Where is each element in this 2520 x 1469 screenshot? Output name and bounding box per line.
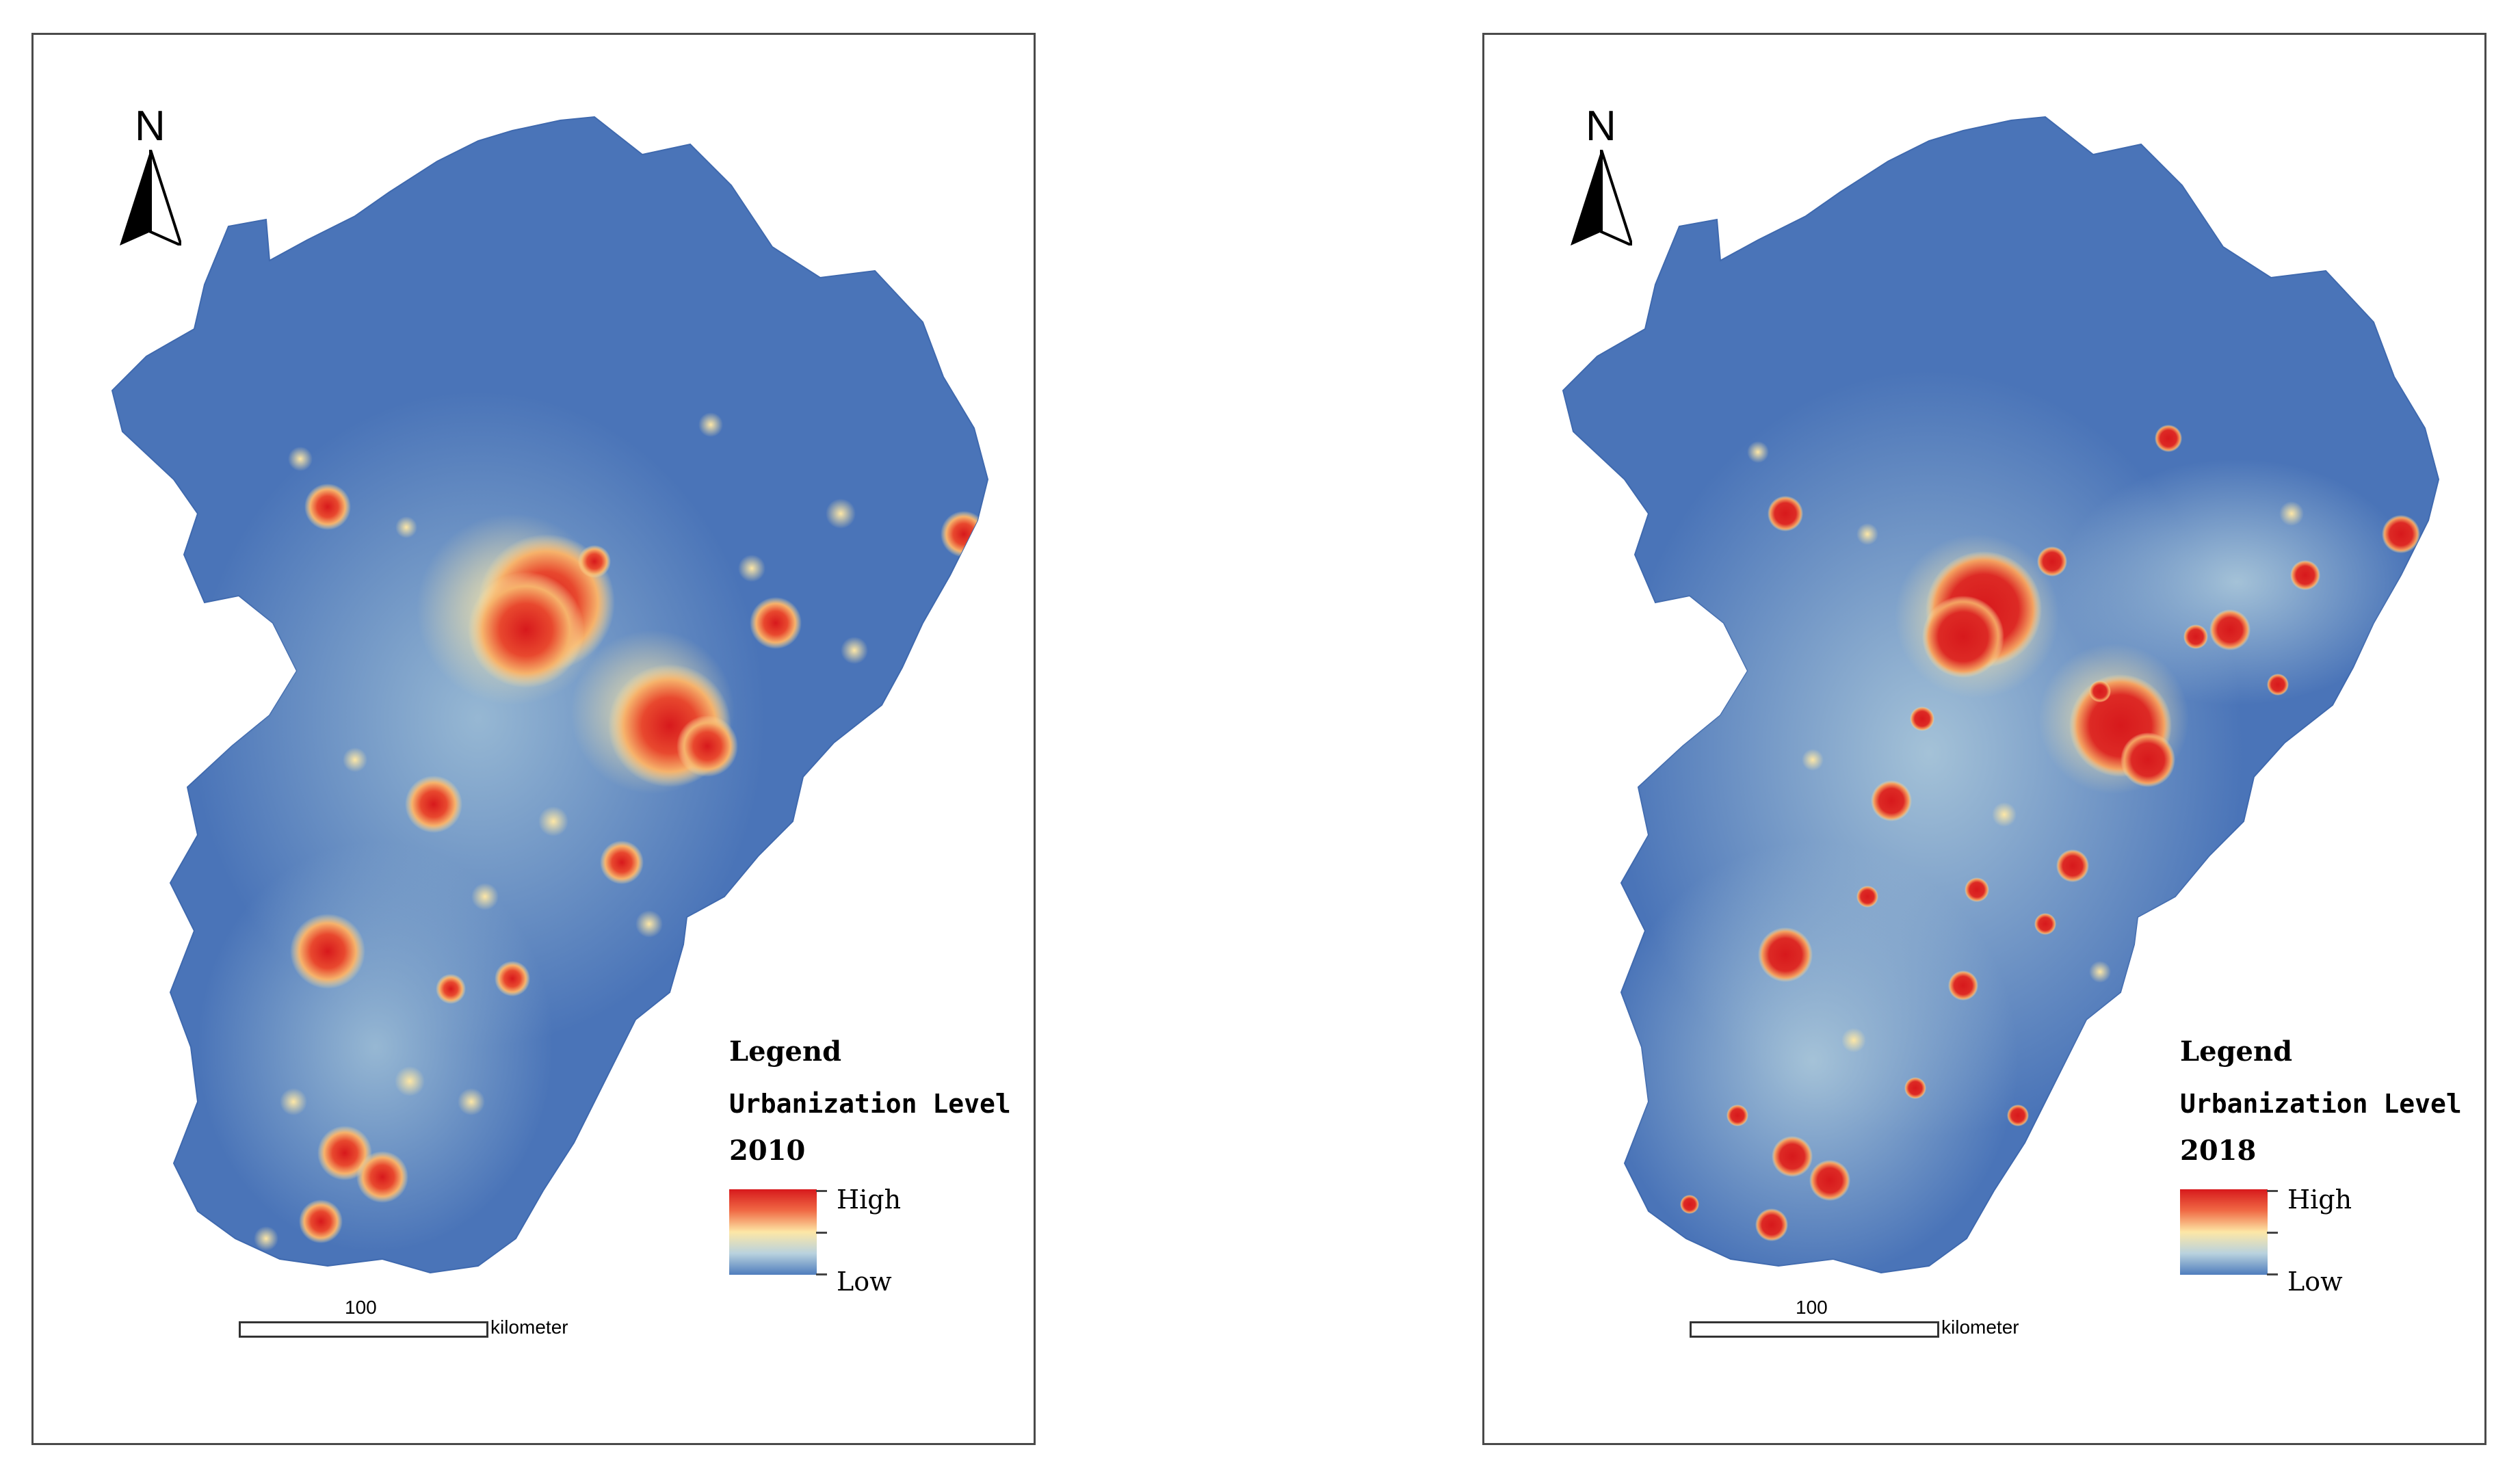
color-ramp: [729, 1189, 817, 1275]
map-panel-2010: N Legend Urbanization Level 2010 High Lo…: [31, 33, 1036, 1445]
legend-tick-mid: [2267, 1232, 2278, 1234]
legend-tick-high: [816, 1190, 827, 1192]
scale-bar-rect: [1690, 1321, 1939, 1338]
north-arrow-icon: [1571, 150, 1632, 246]
legend-high-label: High: [2287, 1185, 2352, 1215]
legend-year: 2018: [2180, 1135, 2257, 1167]
legend-tick-mid: [816, 1232, 827, 1234]
legend-tick-low: [2267, 1273, 2278, 1275]
urban-hotspots-2018: [1607, 370, 2420, 1273]
legend-subtitle: Urbanization Level: [729, 1089, 1011, 1119]
north-label: N: [135, 103, 166, 150]
scale-unit: kilometer: [1941, 1316, 2019, 1338]
color-ramp: [2180, 1189, 2268, 1275]
legend-subtitle: Urbanization Level: [2180, 1089, 2462, 1119]
map-panel-2018: N Legend Urbanization Level 2018 High Lo…: [1482, 33, 2486, 1445]
north-arrow-icon: [120, 150, 181, 246]
legend-year: 2010: [729, 1135, 806, 1167]
urban-hotspots-2010: [191, 391, 987, 1252]
legend-tick-high: [2267, 1190, 2278, 1192]
legend-title: Legend: [2180, 1035, 2293, 1068]
legend-tick-low: [816, 1273, 827, 1275]
legend-title: Legend: [729, 1035, 842, 1068]
legend-low-label: Low: [837, 1267, 892, 1297]
urbanization-map-2018: [1562, 116, 2440, 1274]
north-label: N: [1586, 103, 1616, 150]
urbanization-map-2010: [111, 116, 989, 1274]
legend-low-label: Low: [2287, 1267, 2343, 1297]
scale-unit: kilometer: [490, 1316, 568, 1338]
legend-high-label: High: [837, 1185, 902, 1215]
scale-value: 100: [1796, 1297, 1828, 1318]
scale-value: 100: [345, 1297, 377, 1318]
scale-bar-rect: [239, 1321, 488, 1338]
